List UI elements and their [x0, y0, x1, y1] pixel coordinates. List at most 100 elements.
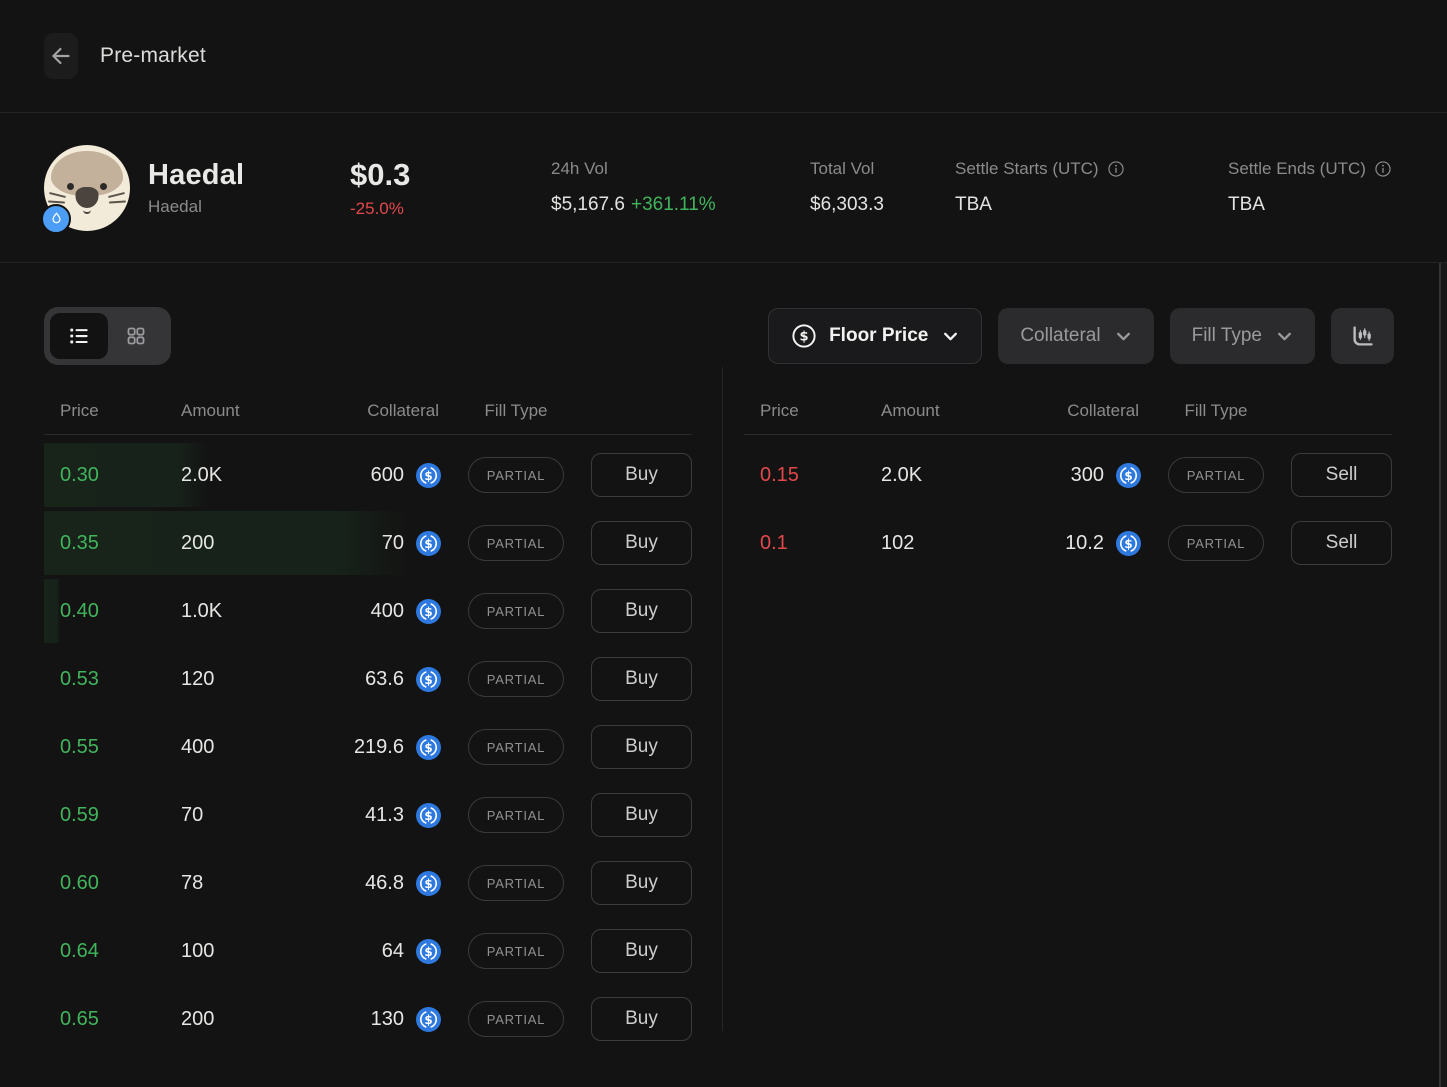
buy-button[interactable]: Buy [591, 453, 692, 497]
fill-type-badge: PARTIAL [467, 457, 565, 493]
fill-type-cell: PARTIAL [441, 729, 591, 765]
collateral-cell: 600 $ [308, 462, 441, 488]
order-row: 0.55 400 219.6 $ PARTIAL Buy [44, 713, 692, 781]
amount-cell: 100 [181, 939, 215, 962]
buy-button[interactable]: Buy [591, 521, 692, 565]
usdc-icon: $ [416, 802, 441, 828]
stat-value: $5,167.6 [551, 194, 625, 215]
fill-type-dropdown[interactable]: Fill Type [1169, 308, 1315, 364]
usdc-icon: $ [416, 530, 441, 556]
collateral-cell: 219.6 $ [308, 734, 441, 760]
buy-button[interactable]: Buy [591, 929, 692, 973]
column-fill-type: Fill Type [1184, 400, 1248, 420]
column-amount: Amount [881, 400, 940, 420]
svg-text:$: $ [1124, 537, 1132, 551]
fill-type-badge: PARTIAL [1167, 525, 1265, 561]
fill-type-badge: PARTIAL [467, 593, 565, 629]
stat-label: 24h Vol [551, 159, 608, 178]
token-name: Haedal [148, 158, 245, 191]
sell-button[interactable]: Sell [1291, 521, 1392, 565]
usdc-icon: $ [416, 938, 441, 964]
price-cell: 0.65 [60, 1007, 99, 1030]
token-summary-bar: Haedal Haedal $0.3 -25.0% 24h Vol $5,167… [0, 113, 1447, 263]
amount-cell: 78 [181, 871, 204, 894]
fill-type-badge: PARTIAL [467, 1001, 565, 1037]
fill-type-cell: PARTIAL [441, 593, 591, 629]
grid-view-button[interactable] [108, 313, 166, 359]
buy-rows: 0.30 2.0K 600 $ PARTIAL Buy 0.35 200 70 $ PARTIAL B… [44, 435, 692, 1053]
info-icon[interactable] [1374, 160, 1392, 178]
usdc-icon: $ [416, 870, 441, 896]
floor-price-dropdown[interactable]: $ Floor Price [768, 308, 983, 364]
column-price: Price [60, 400, 99, 420]
amount-cell: 102 [881, 531, 915, 554]
order-row: 0.1 102 10.2 $ PARTIAL Sell [744, 509, 1392, 577]
svg-text:$: $ [424, 1013, 432, 1027]
price-cell: 0.1 [760, 531, 788, 554]
stat-24h-vol: 24h Vol $5,167.6 +361.11% [551, 159, 810, 216]
token-change: -25.0% [350, 198, 404, 218]
fill-type-badge: PARTIAL [467, 661, 565, 697]
list-view-button[interactable] [50, 313, 108, 359]
fill-type-cell: PARTIAL [1141, 457, 1291, 493]
buy-button[interactable]: Buy [591, 657, 692, 701]
usdc-icon: $ [416, 666, 441, 692]
order-row: 0.15 2.0K 300 $ PARTIAL Sell [744, 441, 1392, 509]
sell-button[interactable]: Sell [1291, 453, 1392, 497]
fill-type-cell: PARTIAL [441, 933, 591, 969]
fill-type-cell: PARTIAL [441, 1001, 591, 1037]
price-cell: 0.53 [60, 667, 99, 690]
dollar-circle-icon: $ [792, 324, 816, 348]
dropdown-label: Collateral [1020, 325, 1101, 346]
price-cell: 0.59 [60, 803, 99, 826]
stat-label: Settle Ends (UTC) [1228, 159, 1366, 178]
fill-type-cell: PARTIAL [441, 865, 591, 901]
stat-value: $6,303.3 [810, 194, 884, 215]
buy-button[interactable]: Buy [591, 589, 692, 633]
buy-button[interactable]: Buy [591, 793, 692, 837]
stat-label: Settle Starts (UTC) [955, 159, 1099, 178]
stat-total-vol: Total Vol $6,303.3 [810, 159, 955, 216]
order-row: 0.64 100 64 $ PARTIAL Buy [44, 917, 692, 985]
amount-cell: 200 [181, 531, 215, 554]
stat-label: Total Vol [810, 159, 875, 178]
stat-settle-starts: Settle Starts (UTC) TBA [955, 159, 1228, 216]
usdc-icon: $ [1116, 530, 1141, 556]
collateral-dropdown[interactable]: Collateral [998, 308, 1154, 364]
buy-button[interactable]: Buy [591, 861, 692, 905]
fill-type-cell: PARTIAL [1141, 525, 1291, 561]
collateral-cell: 400 $ [308, 598, 441, 624]
price-cell: 0.15 [760, 463, 799, 486]
buy-orderbook: Price Amount Collateral Fill Type 0.30 2.… [44, 367, 692, 1041]
fill-type-cell: PARTIAL [441, 457, 591, 493]
usdc-icon: $ [1116, 462, 1141, 488]
column-collateral: Collateral [367, 400, 439, 420]
back-button[interactable] [44, 33, 78, 79]
usdc-icon: $ [416, 734, 441, 760]
fill-type-badge: PARTIAL [467, 933, 565, 969]
svg-text:$: $ [424, 809, 432, 823]
price-cell: 0.30 [60, 463, 99, 486]
collateral-cell: 46.8 $ [308, 870, 441, 896]
dropdown-label: Fill Type [1191, 325, 1262, 346]
column-amount: Amount [181, 400, 240, 420]
column-fill-type: Fill Type [484, 400, 548, 420]
collateral-cell: 130 $ [308, 1006, 441, 1032]
stat-change: +361.11% [630, 194, 716, 215]
buy-button[interactable]: Buy [591, 997, 692, 1041]
svg-text:$: $ [1124, 469, 1132, 483]
amount-cell: 2.0K [181, 463, 223, 486]
fill-type-badge: PARTIAL [1167, 457, 1265, 493]
buy-button[interactable]: Buy [591, 725, 692, 769]
svg-text:$: $ [424, 673, 432, 687]
candlestick-chart-icon [1353, 325, 1373, 346]
fill-type-cell: PARTIAL [441, 525, 591, 561]
depth-chart-button[interactable] [1331, 308, 1394, 364]
svg-text:$: $ [424, 741, 432, 755]
token-price-block: $0.3 -25.0% [350, 157, 551, 219]
order-row: 0.60 78 46.8 $ PARTIAL Buy [44, 849, 692, 917]
fill-type-badge: PARTIAL [467, 797, 565, 833]
info-icon[interactable] [1107, 160, 1125, 178]
svg-text:$: $ [424, 537, 432, 551]
